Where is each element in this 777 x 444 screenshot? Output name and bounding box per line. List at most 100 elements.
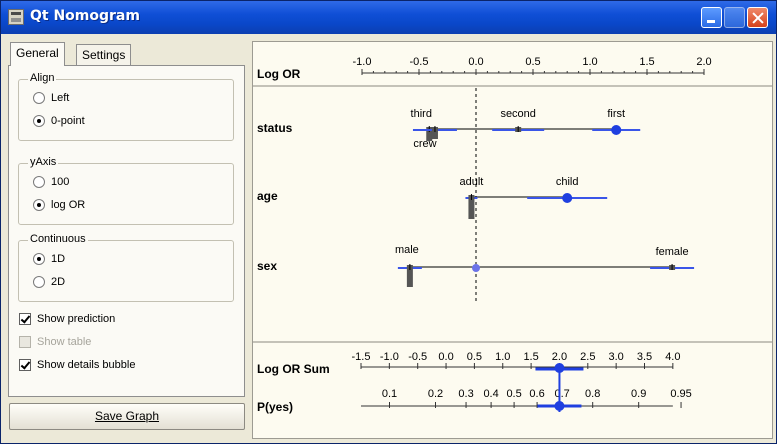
continuous-1d-radio[interactable]: 1D bbox=[33, 253, 65, 269]
prob-axis-tick-label: 0.1 bbox=[382, 388, 397, 400]
prob-axis-tick-label: 0.9 bbox=[631, 388, 646, 400]
top-axis-tick-label: -0.5 bbox=[410, 56, 429, 68]
top-axis-tick-label: 0.0 bbox=[468, 56, 483, 68]
nomogram-svg: Log OR -1.0 -0.5 0.0 0.5 1.0 1.5 2.0 status third… bbox=[253, 56, 772, 414]
yaxis-log-or-label: log OR bbox=[51, 199, 86, 211]
app-icon bbox=[8, 9, 24, 25]
top-axis-label: Log OR bbox=[257, 67, 301, 81]
prob-axis-tick-label: 0.6 bbox=[529, 388, 544, 400]
prob-axis-tick-label: 0.4 bbox=[483, 388, 498, 400]
prob-axis-tick-label: 0.95 bbox=[670, 388, 691, 400]
top-axis-tick-label: 1.0 bbox=[582, 56, 597, 68]
sum-axis-tick-label: 4.0 bbox=[665, 351, 680, 363]
yaxis-group: yAxis 100 log OR bbox=[18, 156, 234, 225]
continuous-group-title: Continuous bbox=[28, 233, 88, 245]
sum-axis-tick-label: 1.5 bbox=[523, 351, 538, 363]
radio-selected-icon[interactable] bbox=[33, 253, 45, 265]
prob-axis-tick-label: 0.3 bbox=[458, 388, 473, 400]
checkbox-checked-icon[interactable] bbox=[19, 359, 31, 371]
value-label-crew: crew bbox=[413, 138, 436, 150]
show-details-bubble-checkbox[interactable]: Show details bubble bbox=[19, 359, 135, 375]
attribute-name-age: age bbox=[257, 189, 278, 203]
options-pane: General Settings Align Left 0-point yAxi… bbox=[7, 41, 247, 437]
align-group-title: Align bbox=[28, 72, 57, 84]
sum-axis-tick-label: 2.5 bbox=[580, 351, 595, 363]
checkbox-checked-icon[interactable] bbox=[19, 313, 31, 325]
window-title: Qt Nomogram bbox=[30, 8, 140, 24]
nomogram-plot[interactable]: Log OR -1.0 -0.5 0.0 0.5 1.0 1.5 2.0 status third… bbox=[252, 41, 773, 439]
top-axis-tick-label: 1.5 bbox=[639, 56, 654, 68]
align-left-radio[interactable]: Left bbox=[33, 92, 69, 108]
value-label-male: male bbox=[395, 244, 419, 256]
value-frequency-bar bbox=[426, 127, 433, 141]
minimize-button[interactable] bbox=[701, 7, 722, 28]
checkbox-disabled-icon bbox=[19, 336, 31, 348]
prob-axis-tick-label: 0.2 bbox=[428, 388, 443, 400]
sum-axis-tick-label: 2.0 bbox=[552, 351, 567, 363]
continuous-2d-radio[interactable]: 2D bbox=[33, 276, 65, 292]
show-details-bubble-label: Show details bubble bbox=[37, 359, 136, 371]
save-graph-button[interactable]: Save Graph bbox=[9, 403, 245, 430]
sum-axis-label: Log OR Sum bbox=[257, 362, 330, 376]
value-label-first: first bbox=[607, 108, 625, 120]
top-axis-tick-label: 0.5 bbox=[525, 56, 540, 68]
close-button[interactable] bbox=[747, 7, 768, 28]
prob-axis-tick-label: 0.8 bbox=[585, 388, 600, 400]
radio-icon[interactable] bbox=[33, 276, 45, 288]
top-axis-tick-label: 2.0 bbox=[696, 56, 711, 68]
align-0-point-label: 0-point bbox=[51, 115, 85, 127]
value-frequency-bar bbox=[406, 265, 413, 287]
value-label-female: female bbox=[656, 246, 689, 258]
tab-settings[interactable]: Settings bbox=[76, 44, 132, 66]
yaxis-100-label: 100 bbox=[51, 176, 70, 188]
align-0-point-radio[interactable]: 0-point bbox=[33, 115, 85, 131]
value-frequency-bar bbox=[468, 195, 475, 219]
sum-axis-tick-label: 0.5 bbox=[467, 351, 482, 363]
selected-value-marker bbox=[472, 264, 480, 272]
prob-axis-tick-label: 0.7 bbox=[554, 388, 569, 400]
maximize-button bbox=[724, 7, 745, 28]
yaxis-100-radio[interactable]: 100 bbox=[33, 176, 69, 192]
attribute-name-status: status bbox=[257, 121, 293, 135]
selected-value-marker bbox=[562, 193, 573, 203]
value-label-third: third bbox=[411, 108, 432, 120]
align-left-label: Left bbox=[51, 92, 70, 104]
value-label-adult: adult bbox=[460, 176, 484, 188]
sum-axis-tick-label: 0.0 bbox=[438, 351, 453, 363]
continuous-group: Continuous 1D 2D bbox=[18, 233, 234, 302]
value-label-child: child bbox=[556, 176, 579, 188]
prediction-prob-marker bbox=[554, 401, 565, 411]
attribute-name-sex: sex bbox=[257, 259, 277, 273]
sum-axis-tick-label: 3.0 bbox=[609, 351, 624, 363]
show-prediction-checkbox[interactable]: Show prediction bbox=[19, 313, 115, 329]
radio-selected-icon[interactable] bbox=[33, 115, 45, 127]
show-table-checkbox: Show table bbox=[19, 336, 91, 352]
sum-axis-tick-label: 3.5 bbox=[637, 351, 652, 363]
prob-axis-label: P(yes) bbox=[257, 400, 293, 414]
general-tab-panel: Align Left 0-point yAxis 100 log OR Cont… bbox=[8, 65, 245, 397]
prediction-sum-marker bbox=[554, 363, 565, 373]
align-group: Align Left 0-point bbox=[18, 72, 234, 141]
tab-general[interactable]: General bbox=[10, 42, 65, 66]
title-bar[interactable]: Qt Nomogram bbox=[1, 1, 776, 34]
show-table-label: Show table bbox=[37, 336, 92, 348]
sum-axis-tick-label: 1.0 bbox=[495, 351, 510, 363]
value-frequency-bar bbox=[431, 127, 438, 139]
show-prediction-label: Show prediction bbox=[37, 313, 116, 325]
continuous-1d-label: 1D bbox=[51, 253, 66, 265]
sum-axis-tick-label: -1.5 bbox=[352, 351, 371, 363]
continuous-2d-label: 2D bbox=[51, 276, 66, 288]
radio-icon[interactable] bbox=[33, 92, 45, 104]
top-axis-tick-label: -1.0 bbox=[353, 56, 372, 68]
yaxis-group-title: yAxis bbox=[28, 156, 59, 168]
prob-axis-tick-label: 0.5 bbox=[506, 388, 521, 400]
value-label-second: second bbox=[500, 108, 535, 120]
selected-value-marker bbox=[611, 125, 622, 135]
radio-icon[interactable] bbox=[33, 176, 45, 188]
radio-selected-icon[interactable] bbox=[33, 199, 45, 211]
sum-axis-tick-label: -1.0 bbox=[380, 351, 399, 363]
save-graph-label: Save Graph bbox=[94, 409, 160, 423]
yaxis-log-or-radio[interactable]: log OR bbox=[33, 199, 85, 215]
sum-axis-tick-label: -0.5 bbox=[408, 351, 427, 363]
